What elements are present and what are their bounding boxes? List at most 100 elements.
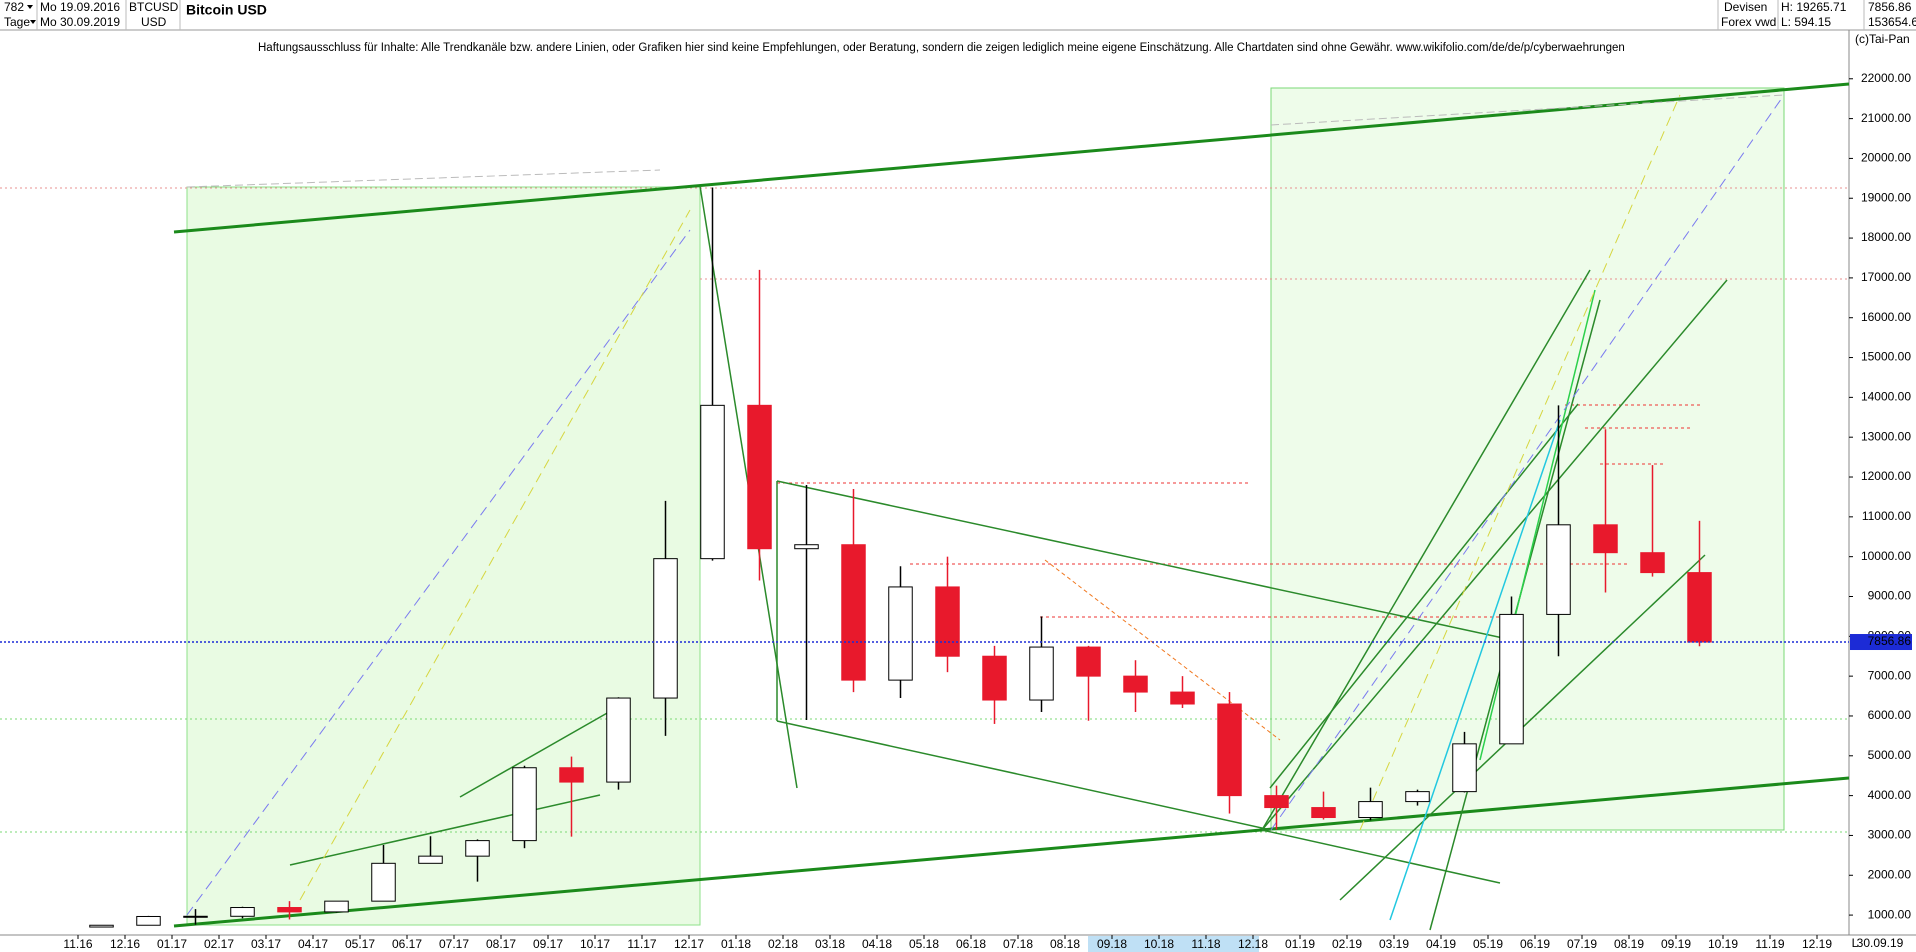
x-tick-label: 08.18 xyxy=(1050,937,1080,951)
candle-body xyxy=(794,544,819,550)
candle-body xyxy=(1593,524,1618,554)
x-tick-label: 12.18 xyxy=(1238,937,1268,951)
y-tick-label: 5000.00 xyxy=(1868,748,1912,762)
candle-body xyxy=(1640,552,1665,574)
x-tick-label: 10.19 xyxy=(1708,937,1738,951)
trend-line xyxy=(1479,289,1596,761)
chart-title: Bitcoin USD xyxy=(186,2,267,18)
x-tick-label: 05.18 xyxy=(909,937,939,951)
candle-body xyxy=(277,907,302,913)
x-tick-label: 03.18 xyxy=(815,937,845,951)
x-tick-label: 10.17 xyxy=(580,937,610,951)
y-tick-label: 12000.00 xyxy=(1861,469,1911,483)
y-tick-label: 13000.00 xyxy=(1861,429,1911,443)
axis-end-label: 30.09.19 xyxy=(1857,936,1904,950)
candle-body xyxy=(1217,703,1242,797)
trend-line xyxy=(1389,419,1561,921)
candle-body xyxy=(1123,675,1148,693)
candle-body xyxy=(841,544,866,681)
candle-body xyxy=(653,558,678,699)
candle-body xyxy=(89,924,114,928)
x-tick-label: 03.17 xyxy=(251,937,281,951)
trend-line xyxy=(173,82,1850,234)
candle-body xyxy=(982,655,1007,701)
symbol: BTCUSD xyxy=(129,0,179,14)
x-tick-label: 01.19 xyxy=(1285,937,1315,951)
trend-line xyxy=(1261,829,1501,884)
y-tick-label: 19000.00 xyxy=(1861,190,1911,204)
candle-body xyxy=(512,767,537,842)
volume: 153654.6/ xyxy=(1868,15,1916,29)
dropdown-icon[interactable] xyxy=(27,5,33,9)
trend-line xyxy=(173,776,1850,928)
high: H: 19265.71 xyxy=(1781,0,1847,14)
candle-body xyxy=(700,404,725,560)
candle-body xyxy=(1264,795,1289,809)
drawings xyxy=(0,82,1850,931)
candle-body xyxy=(230,907,255,917)
axis-highlight xyxy=(1088,936,1259,952)
y-tick-label: 21000.00 xyxy=(1861,111,1911,125)
trend-line xyxy=(186,169,661,188)
last: 7856.86 xyxy=(1868,0,1912,14)
trend-line xyxy=(776,480,1504,639)
period: Tage xyxy=(4,15,30,29)
x-tick-label: 09.19 xyxy=(1661,937,1691,951)
candle-body xyxy=(747,404,772,550)
trend-line xyxy=(1270,94,1785,831)
y-tick-label: 9000.00 xyxy=(1868,589,1912,603)
x-tick-label: 05.17 xyxy=(345,937,375,951)
trend-line xyxy=(299,209,691,901)
candle-body xyxy=(371,862,396,902)
x-tick-label: 07.17 xyxy=(439,937,469,951)
candle-body xyxy=(1499,613,1524,745)
x-tick-label: 08.17 xyxy=(486,937,516,951)
x-tick-label: 12.19 xyxy=(1802,937,1832,951)
x-tick-label: 04.18 xyxy=(862,937,892,951)
y-tick-label: 7000.00 xyxy=(1868,668,1912,682)
currency: USD xyxy=(141,15,167,29)
trend-line xyxy=(1270,94,1785,126)
x-tick-label: 06.19 xyxy=(1520,937,1550,951)
source: Forex vwd xyxy=(1721,15,1776,29)
candle-body xyxy=(1405,791,1430,803)
count: 782 xyxy=(4,0,24,14)
y-tick-label: 18000.00 xyxy=(1861,230,1911,244)
last-price-label: 7856.86 xyxy=(1868,634,1912,648)
candle-body xyxy=(1687,572,1712,643)
candle-body xyxy=(1076,646,1101,677)
range-box xyxy=(186,186,701,926)
x-tick-label: 09.17 xyxy=(533,937,563,951)
y-tick-label: 20000.00 xyxy=(1861,151,1911,165)
start-date: Mo 19.09.2016 xyxy=(40,0,120,14)
trend-line xyxy=(1261,279,1728,831)
candle-body xyxy=(136,915,161,926)
x-tick-label: 11.19 xyxy=(1755,937,1784,951)
y-tick-label: 11000.00 xyxy=(1862,509,1911,523)
candle-body xyxy=(183,915,208,918)
x-tick-label: 07.18 xyxy=(1003,937,1033,951)
range-box xyxy=(1270,87,1785,831)
x-tick-label: 05.19 xyxy=(1473,937,1503,951)
last-price-box xyxy=(1850,634,1912,651)
x-tick-label: 06.17 xyxy=(392,937,422,951)
y-tick-label: 16000.00 xyxy=(1861,310,1911,324)
candle-body xyxy=(559,767,584,783)
x-tick-label: 01.17 xyxy=(157,937,187,951)
candle-body xyxy=(888,586,913,681)
end-date: Mo 30.09.2019 xyxy=(40,15,120,29)
x-tick-label: 04.17 xyxy=(298,937,328,951)
candle-body xyxy=(1311,807,1336,819)
candle-body xyxy=(1452,743,1477,793)
low: L: 594.15 xyxy=(1781,15,1831,29)
y-tick-label: 14000.00 xyxy=(1861,390,1911,404)
x-tick-label: 09.18 xyxy=(1097,937,1127,951)
dropdown-icon[interactable] xyxy=(30,20,36,24)
x-tick-label: 03.19 xyxy=(1379,937,1409,951)
trend-line xyxy=(1261,269,1591,831)
y-tick-label: 4000.00 xyxy=(1868,788,1912,802)
copyright: (c)Tai-Pan xyxy=(1855,32,1910,46)
candle-body xyxy=(465,840,490,857)
x-tick-label: 06.18 xyxy=(956,937,986,951)
